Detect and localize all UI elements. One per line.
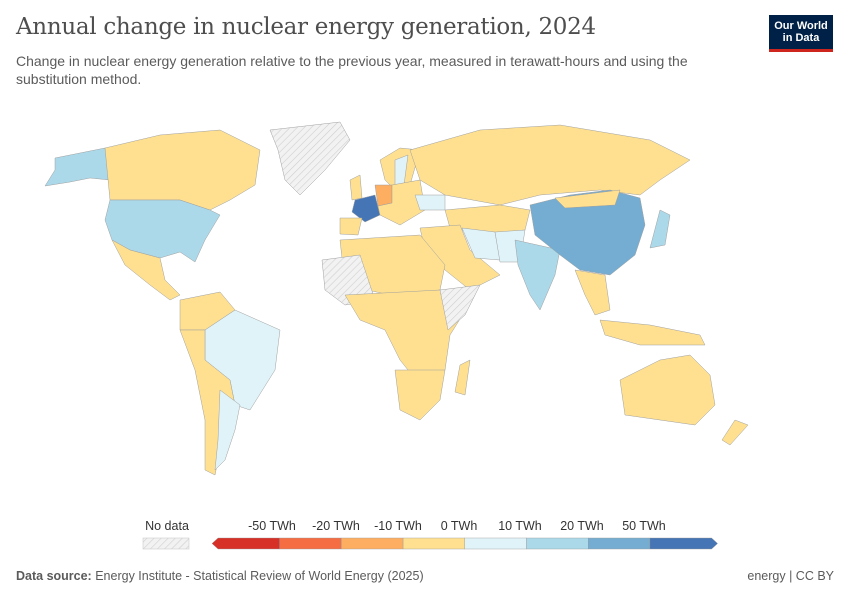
legend-bin-swatch[interactable]: [402, 537, 466, 550]
legend-label: -20 TWh: [312, 519, 360, 533]
chart-subtitle: Change in nuclear energy generation rela…: [16, 53, 688, 87]
owid-logo[interactable]: Our World in Data: [769, 15, 833, 52]
country-madagascar[interactable]: [454, 359, 471, 396]
country-ukraine[interactable]: [414, 194, 446, 211]
legend-scale: [142, 537, 718, 550]
country-greenland[interactable]: [269, 121, 351, 196]
country-germany[interactable]: [374, 184, 393, 207]
legend-label: 50 TWh: [622, 519, 666, 533]
legend-label: -50 TWh: [248, 519, 296, 533]
legend: No data -50 TWh -20 TWh -10 TWh 0 TWh 10…: [0, 515, 850, 555]
country-russia[interactable]: [409, 124, 691, 206]
legend-label: -10 TWh: [374, 519, 422, 533]
country-mexico[interactable]: [111, 239, 181, 301]
legend-bin-swatch[interactable]: [588, 537, 651, 550]
country-united-states[interactable]: [104, 199, 221, 263]
country-uk[interactable]: [349, 174, 363, 201]
country-eastern-europe[interactable]: [377, 179, 426, 226]
legend-label: 0 TWh: [440, 519, 478, 533]
country-canada[interactable]: [104, 129, 261, 211]
legend-no-data-swatch: [142, 537, 190, 550]
legend-bin-swatch[interactable]: [341, 537, 404, 550]
legend-bin-swatch[interactable]: [211, 537, 280, 550]
country-mongolia[interactable]: [554, 189, 621, 209]
legend-bin-swatch[interactable]: [464, 537, 527, 550]
legend-bin-swatch[interactable]: [649, 537, 718, 550]
country-india[interactable]: [514, 239, 561, 311]
country-australia[interactable]: [619, 354, 716, 426]
legend-label: 20 TWh: [560, 519, 604, 533]
country-france[interactable]: [351, 194, 381, 223]
legend-bin-swatch[interactable]: [526, 537, 589, 550]
legend-bin-swatch[interactable]: [279, 537, 342, 550]
country-japan[interactable]: [649, 209, 671, 249]
license[interactable]: energy | CC BY: [747, 569, 834, 583]
country-southeast-asia[interactable]: [574, 269, 611, 316]
chart-title: Annual change in nuclear energy generati…: [16, 14, 596, 40]
country-argentina[interactable]: [214, 389, 241, 471]
country-horn-nodata[interactable]: [439, 284, 481, 331]
country-alaska[interactable]: [44, 147, 111, 187]
country-iberia[interactable]: [339, 217, 363, 236]
legend-no-data-label: No data: [145, 519, 189, 533]
country-new-zealand[interactable]: [721, 419, 749, 446]
data-source-label: Data source:: [16, 569, 92, 583]
country-southern-africa[interactable]: [394, 369, 446, 421]
legend-label: 10 TWh: [498, 519, 542, 533]
data-source: Data source: Energy Institute - Statisti…: [16, 569, 424, 583]
country-indonesia[interactable]: [599, 319, 706, 346]
world-map[interactable]: [0, 110, 850, 510]
data-source-link[interactable]: Energy Institute - Statistical Review of…: [95, 569, 424, 583]
country-china[interactable]: [529, 189, 646, 276]
